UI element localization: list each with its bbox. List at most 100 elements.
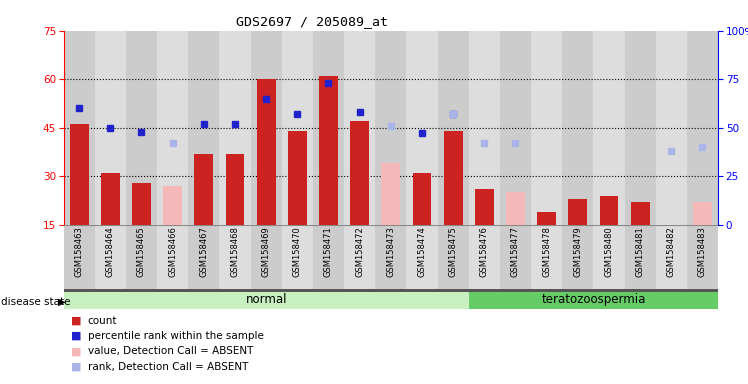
Bar — [375, 225, 406, 290]
Bar — [344, 31, 375, 225]
Bar — [662, 225, 681, 228]
Bar — [631, 202, 649, 225]
Bar — [219, 31, 251, 225]
Bar — [313, 225, 344, 290]
Bar — [444, 131, 462, 225]
Bar — [438, 31, 469, 225]
Bar — [406, 31, 438, 225]
Bar — [350, 121, 369, 225]
Bar — [282, 31, 313, 225]
Text: ■: ■ — [71, 346, 82, 356]
Bar — [656, 31, 687, 225]
Bar — [288, 131, 307, 225]
Bar — [101, 173, 120, 225]
Bar — [126, 225, 157, 290]
Bar — [126, 31, 157, 225]
Bar — [506, 192, 525, 225]
Bar — [313, 31, 344, 225]
Text: ■: ■ — [71, 316, 82, 326]
Bar — [693, 202, 712, 225]
Text: GSM158483: GSM158483 — [698, 227, 707, 278]
Text: ■: ■ — [71, 362, 82, 372]
Text: GSM158463: GSM158463 — [75, 227, 84, 278]
Text: GSM158482: GSM158482 — [666, 227, 676, 277]
Text: count: count — [88, 316, 117, 326]
Bar — [282, 225, 313, 290]
Bar — [438, 225, 469, 290]
Bar — [251, 31, 282, 225]
Text: ■: ■ — [71, 331, 82, 341]
Bar — [219, 225, 251, 290]
Bar — [531, 225, 562, 290]
Bar — [64, 289, 718, 291]
Bar — [687, 225, 718, 290]
Bar — [469, 289, 718, 309]
Bar — [568, 199, 587, 225]
Bar — [319, 76, 338, 225]
Bar — [593, 225, 625, 290]
Bar — [157, 225, 188, 290]
Text: GSM158466: GSM158466 — [168, 227, 177, 278]
Text: GSM158468: GSM158468 — [230, 227, 239, 278]
Text: GSM158473: GSM158473 — [386, 227, 396, 278]
Text: disease state: disease state — [1, 297, 70, 307]
Bar — [95, 225, 126, 290]
Text: GSM158474: GSM158474 — [417, 227, 426, 277]
Text: percentile rank within the sample: percentile rank within the sample — [88, 331, 263, 341]
Bar — [64, 289, 469, 309]
Text: GSM158465: GSM158465 — [137, 227, 146, 277]
Text: GSM158469: GSM158469 — [262, 227, 271, 277]
Bar — [188, 225, 219, 290]
Bar — [469, 225, 500, 290]
Bar — [64, 31, 95, 225]
Text: GSM158478: GSM158478 — [542, 227, 551, 278]
Bar — [500, 225, 531, 290]
Bar — [163, 186, 182, 225]
Bar — [562, 31, 593, 225]
Text: ▶: ▶ — [58, 297, 65, 307]
Bar — [344, 225, 375, 290]
Bar — [475, 189, 494, 225]
Bar — [132, 183, 151, 225]
Text: GSM158472: GSM158472 — [355, 227, 364, 277]
Bar — [381, 163, 400, 225]
Bar — [70, 124, 88, 225]
Bar — [656, 225, 687, 290]
Bar — [157, 31, 188, 225]
Text: GDS2697 / 205089_at: GDS2697 / 205089_at — [236, 15, 388, 28]
Bar — [625, 225, 656, 290]
Bar — [537, 212, 556, 225]
Bar — [600, 195, 619, 225]
Bar — [593, 31, 625, 225]
Bar — [251, 225, 282, 290]
Bar — [413, 173, 432, 225]
Text: normal: normal — [245, 293, 287, 306]
Text: rank, Detection Call = ABSENT: rank, Detection Call = ABSENT — [88, 362, 248, 372]
Bar — [64, 225, 95, 290]
Text: GSM158476: GSM158476 — [479, 227, 489, 278]
Text: teratozoospermia: teratozoospermia — [542, 293, 646, 306]
Text: GSM158477: GSM158477 — [511, 227, 520, 278]
Text: value, Detection Call = ABSENT: value, Detection Call = ABSENT — [88, 346, 253, 356]
Text: GSM158479: GSM158479 — [573, 227, 583, 277]
Text: GSM158464: GSM158464 — [105, 227, 115, 277]
Bar — [188, 31, 219, 225]
Bar — [194, 154, 213, 225]
Text: GSM158470: GSM158470 — [292, 227, 302, 277]
Bar — [375, 31, 406, 225]
Text: GSM158475: GSM158475 — [449, 227, 458, 277]
Bar — [95, 31, 126, 225]
Bar — [687, 31, 718, 225]
Bar — [625, 31, 656, 225]
Bar — [562, 225, 593, 290]
Text: GSM158480: GSM158480 — [604, 227, 613, 277]
Text: GSM158481: GSM158481 — [636, 227, 645, 277]
Bar — [500, 31, 531, 225]
Bar — [531, 31, 562, 225]
Text: GSM158471: GSM158471 — [324, 227, 333, 277]
Bar — [257, 79, 275, 225]
Text: GSM158467: GSM158467 — [199, 227, 209, 278]
Bar — [226, 154, 245, 225]
Bar — [469, 31, 500, 225]
Bar — [406, 225, 438, 290]
